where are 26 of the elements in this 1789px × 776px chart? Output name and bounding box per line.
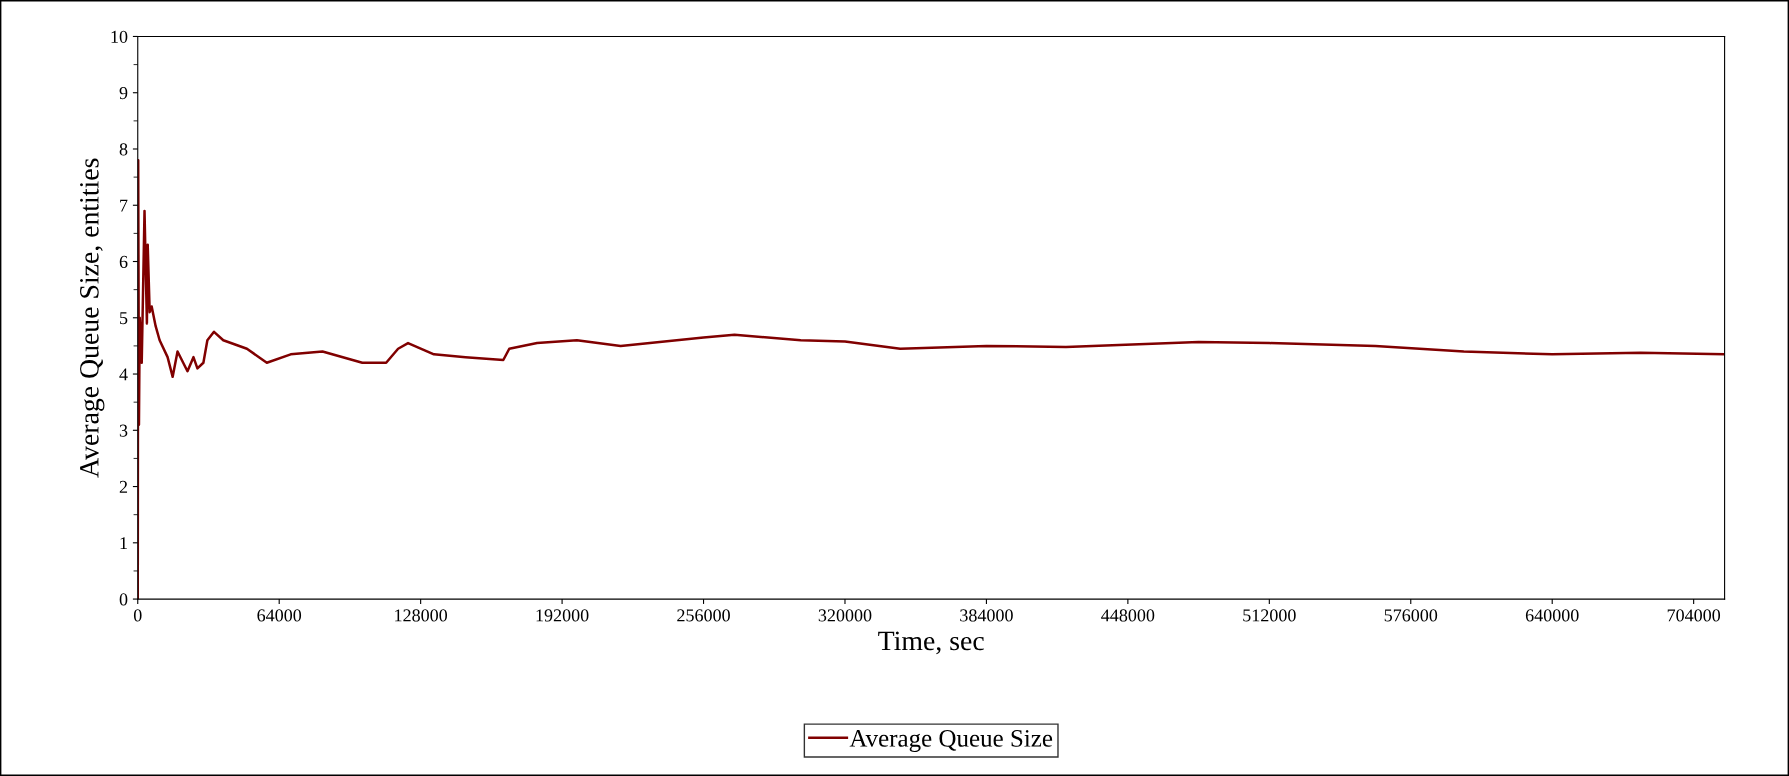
y-tick-label: 5 [120,312,128,325]
x-tick-label: 128000 [395,609,448,622]
y-tick-label: 0 [119,593,128,606]
x-tick-label: 704000 [1667,609,1721,622]
x-tick-label: 576000 [1384,609,1438,622]
x-axis-title: Time, sec [878,631,984,655]
legend-label: Average Queue Size [849,730,1053,752]
y-tick-label: 7 [120,199,128,212]
x-tick-label: 448000 [1101,609,1155,622]
x-tick-label: 640000 [1525,609,1579,622]
y-tick-label: 3 [119,424,128,437]
y-tick-label: 2 [119,480,128,493]
x-tick-label: 512000 [1243,609,1296,622]
x-tick-label: 0 [133,609,142,622]
x-tick-label: 256000 [677,609,730,622]
x-tick-label: 384000 [960,609,1013,622]
y-tick-label: 4 [119,368,128,381]
y-tick-label: 1 [120,537,127,550]
y-tick-label: 9 [119,87,128,100]
x-tick-label: 64000 [257,609,302,622]
y-tick-label: 10 [111,30,128,43]
y-tick-label: 8 [119,143,128,156]
x-tick-label: 320000 [818,609,872,622]
x-tick-label: 192000 [536,609,589,622]
y-tick-label: 6 [119,255,128,268]
y-axis-title: Average Queue Size, entities [80,158,105,478]
